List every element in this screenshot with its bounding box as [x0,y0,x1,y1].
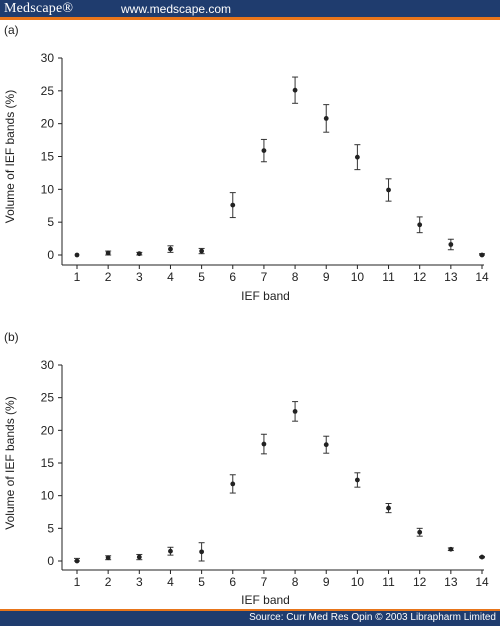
data-point [479,252,485,258]
data-point [292,408,298,414]
x-tick-label: 3 [136,575,143,589]
x-tick-label: 7 [261,575,268,589]
data-point [136,554,142,560]
x-tick-label: 11 [382,575,395,589]
x-tick-label: 4 [167,270,174,284]
data-point [448,546,454,552]
x-tick-label: 5 [198,575,205,589]
y-axis-title: Volume of IEF bands (%) [3,90,17,223]
x-tick-label: 8 [292,575,299,589]
x-axis-title: IEF band [241,593,290,607]
y-axis-title: Volume of IEF bands (%) [3,396,17,529]
x-tick-label: 9 [323,575,330,589]
data-point [323,116,329,121]
data-point [354,154,360,160]
x-tick-label: 12 [413,575,427,589]
x-tick-label: 2 [105,575,112,589]
y-tick-label: 15 [41,456,55,470]
x-tick-label: 13 [444,575,458,589]
y-tick-label: 30 [41,358,55,372]
y-tick-label: 25 [41,84,55,98]
x-tick-label: 14 [475,575,489,589]
y-tick-label: 30 [41,51,55,65]
y-tick-label: 5 [47,521,54,535]
header-bar: Medscape® www.medscape.com [0,0,500,17]
x-tick-label: 14 [475,270,489,284]
y-tick-label: 20 [41,423,55,437]
footer-bar: Source: Curr Med Res Opin © 2003 Libraph… [0,611,500,626]
data-point [199,549,205,555]
y-tick-label: 0 [47,554,54,568]
panel-label: (b) [4,330,19,344]
footer-accent-rule [0,609,500,611]
data-point [230,202,236,208]
y-tick-label: 25 [41,391,55,405]
x-tick-label: 11 [382,270,395,284]
x-tick-label: 1 [74,575,81,589]
data-point [479,554,485,560]
data-point [386,187,391,193]
header-accent-rule [0,17,500,20]
x-tick-label: 7 [261,270,268,284]
data-point [448,242,454,247]
data-point [323,442,329,448]
x-tick-label: 5 [198,270,205,284]
y-tick-label: 20 [41,117,55,131]
x-tick-label: 2 [105,270,112,284]
data-point [199,248,205,254]
data-point [168,548,173,554]
x-tick-label: 1 [74,270,81,284]
data-point [230,481,236,487]
x-tick-label: 10 [351,270,365,284]
x-axis-title: IEF band [241,289,290,303]
site-url[interactable]: www.medscape.com [121,2,232,16]
data-point [417,222,423,228]
y-tick-label: 10 [41,182,55,196]
medscape-logo[interactable]: Medscape® [4,1,74,16]
x-tick-label: 6 [229,575,236,589]
data-point [168,246,173,252]
data-point [74,558,80,564]
data-point [386,505,391,511]
data-point [354,477,360,483]
data-point [105,250,111,256]
y-tick-label: 15 [41,150,55,164]
data-point [74,252,80,258]
y-tick-label: 0 [47,248,54,262]
y-tick-label: 5 [47,215,54,229]
x-tick-label: 8 [292,270,299,284]
x-tick-label: 4 [167,575,174,589]
source-credit: Source: Curr Med Res Opin © 2003 Libraph… [249,612,496,623]
x-tick-label: 12 [413,270,427,284]
data-point [261,441,267,447]
data-point [261,148,267,153]
y-tick-label: 10 [41,489,55,503]
x-tick-label: 10 [351,575,365,589]
x-tick-label: 9 [323,270,330,284]
panel-label: (a) [4,23,19,37]
x-tick-label: 13 [444,270,458,284]
x-tick-label: 6 [229,270,236,284]
data-point [136,251,142,257]
data-point [105,555,111,561]
data-point [417,529,423,535]
x-tick-label: 3 [136,270,143,284]
data-point [292,87,298,93]
